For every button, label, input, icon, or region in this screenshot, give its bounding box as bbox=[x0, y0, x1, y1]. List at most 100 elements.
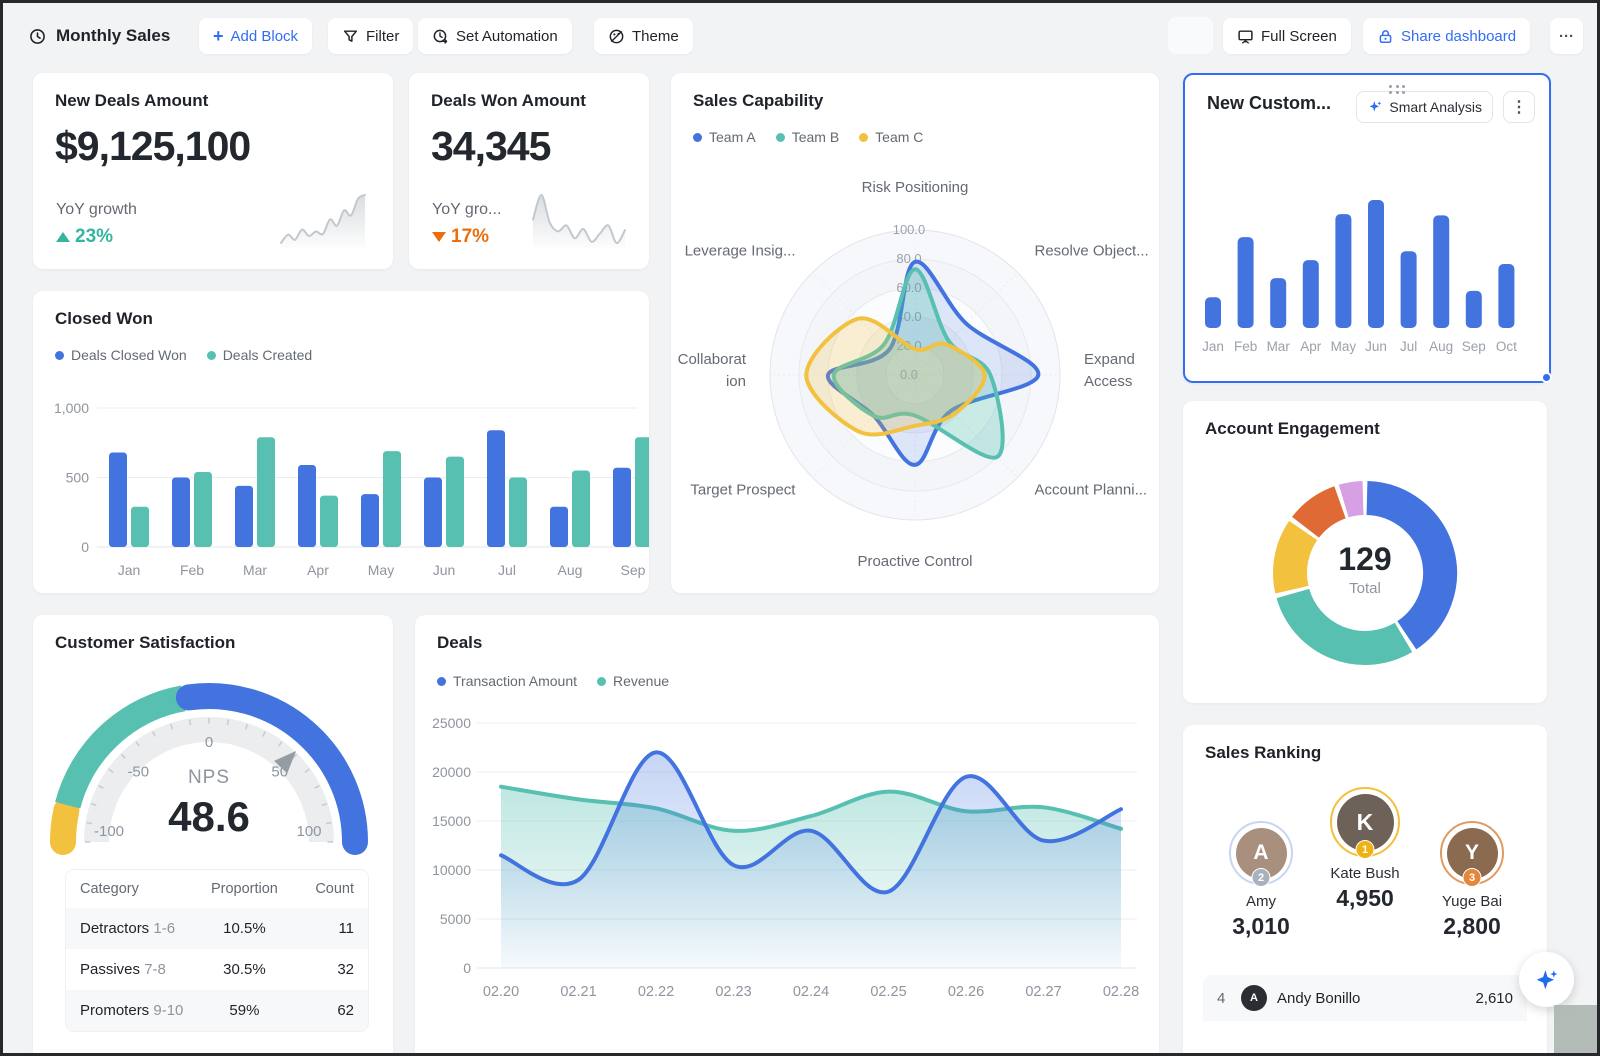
donut-slice-2[interactable] bbox=[1273, 520, 1318, 594]
legend-item-revenue[interactable]: Revenue bbox=[597, 673, 669, 689]
donut-total-value: 129 bbox=[1338, 541, 1392, 577]
card-title: Customer Satisfaction bbox=[55, 633, 236, 652]
bar-created-feb[interactable] bbox=[194, 471, 212, 547]
podium-person-yuge-bai[interactable]: Y 3 Yuge Bai 2,800 bbox=[1420, 821, 1524, 940]
bar-apr[interactable] bbox=[1302, 260, 1319, 328]
bar-created-sep[interactable] bbox=[635, 437, 649, 547]
radar-axis-line: Access bbox=[1084, 373, 1132, 390]
bar-created-may[interactable] bbox=[383, 451, 401, 547]
bar-closed-won-aug[interactable] bbox=[550, 506, 568, 547]
bar-created-jul[interactable] bbox=[509, 477, 527, 548]
legend-dot bbox=[437, 676, 446, 686]
radar-series-team-a[interactable] bbox=[826, 259, 1041, 467]
radar-axis-line: Proactive Control bbox=[857, 553, 972, 570]
smart-analysis-button[interactable]: Smart Analysis bbox=[1356, 91, 1493, 123]
axis-label: 100.0 bbox=[893, 222, 926, 237]
avatar: Y bbox=[1446, 827, 1498, 879]
gauge-tick bbox=[278, 741, 283, 747]
bar-aug[interactable] bbox=[1433, 215, 1450, 328]
bar-closed-won-may[interactable] bbox=[361, 494, 379, 547]
grouped-bar-chart: 1,000 500 0 Jan Feb Mar Apr May Jun Jul Aug Sep bbox=[54, 400, 649, 578]
bar-jan[interactable] bbox=[1205, 297, 1221, 328]
donut-slice-3[interactable] bbox=[1292, 486, 1347, 539]
bar-created-mar[interactable] bbox=[257, 437, 275, 547]
bar-closed-won-feb[interactable] bbox=[172, 477, 190, 548]
bar-created-apr[interactable] bbox=[320, 495, 338, 547]
bar-closed-won-jul[interactable] bbox=[487, 430, 505, 547]
axis-label: 02.28 bbox=[1103, 984, 1139, 1000]
bar-created-jan[interactable] bbox=[131, 506, 149, 547]
kpi-delta-value: 17% bbox=[451, 226, 490, 247]
share-dashboard-button[interactable]: Share dashboard bbox=[1363, 18, 1531, 54]
bar-jul[interactable] bbox=[1400, 251, 1417, 328]
donut-slice-0[interactable] bbox=[1365, 481, 1458, 650]
bar-jun[interactable] bbox=[1368, 200, 1384, 328]
bar-may[interactable] bbox=[1335, 214, 1352, 328]
legend-label: Transaction Amount bbox=[453, 673, 577, 689]
bar-closed-won-jun[interactable] bbox=[424, 477, 442, 548]
podium-person-amy[interactable]: A 2 Amy 3,010 bbox=[1209, 821, 1313, 940]
gauge-tick bbox=[304, 768, 310, 773]
card-sales-ranking: Sales Ranking A 2 Amy 3,010 K 1 Kate Bush 4,950… bbox=[1183, 725, 1547, 1053]
gauge-tick bbox=[108, 768, 114, 773]
axis-label: 02.20 bbox=[483, 984, 519, 1000]
bar-mar[interactable] bbox=[1270, 278, 1287, 328]
axis-label: 1,000 bbox=[54, 400, 89, 416]
bar-closed-won-apr[interactable] bbox=[298, 464, 316, 547]
bar-oct[interactable] bbox=[1498, 264, 1515, 328]
axis-label: 02.27 bbox=[1025, 984, 1061, 1000]
bar-closed-won-sep[interactable] bbox=[613, 467, 631, 547]
podium-person-kate-bush[interactable]: K 1 Kate Bush 4,950 bbox=[1313, 787, 1417, 912]
legend-item-team-c[interactable]: Team C bbox=[859, 129, 923, 145]
donut-slice-4[interactable] bbox=[1338, 481, 1365, 518]
radar-spoke bbox=[812, 272, 916, 376]
toolbar-extra-button[interactable] bbox=[1168, 17, 1213, 54]
card-closed-won: Closed Won Deals Closed Won Deals Created… bbox=[33, 291, 649, 593]
card-title: Deals Won Amount bbox=[431, 91, 586, 110]
axis-label: Aug bbox=[558, 562, 583, 578]
filter-button[interactable]: Filter bbox=[328, 18, 414, 54]
line-series-transaction-amount[interactable] bbox=[499, 750, 1123, 895]
card-account-engagement: Account Engagement 129 Total bbox=[1183, 401, 1547, 703]
bar-created-jun[interactable] bbox=[446, 456, 464, 547]
ranking-row-andy-bonillo[interactable]: 4 A Andy Bonillo 2,610 bbox=[1203, 975, 1527, 1021]
radar-axis-label: Risk Positioning bbox=[862, 179, 969, 196]
bar-closed-won-mar[interactable] bbox=[235, 485, 253, 547]
donut-slice-1[interactable] bbox=[1276, 588, 1413, 665]
full-screen-button[interactable]: Full Screen bbox=[1223, 18, 1351, 54]
axis-label: 500 bbox=[66, 470, 90, 486]
ai-assistant-fab[interactable] bbox=[1519, 952, 1574, 1007]
more-menu-button[interactable]: ··· bbox=[1550, 18, 1583, 54]
card-new-customers[interactable]: New Custom... Smart Analysis ⋮ Jan Feb Mar… bbox=[1183, 73, 1551, 383]
legend-item-deals-created[interactable]: Deals Created bbox=[206, 347, 312, 363]
gauge-tick bbox=[325, 821, 332, 825]
line-series-revenue[interactable] bbox=[499, 784, 1123, 833]
theme-palette-icon bbox=[609, 29, 624, 43]
add-block-button[interactable]: + Add Block bbox=[199, 18, 313, 54]
axis-label: 15000 bbox=[432, 813, 471, 829]
bar-created-aug[interactable] bbox=[572, 470, 590, 547]
radar-center-dot bbox=[913, 373, 917, 377]
legend-item-transaction-amount[interactable]: Transaction Amount bbox=[437, 673, 577, 689]
resize-handle[interactable] bbox=[1541, 372, 1552, 383]
legend-dot bbox=[206, 350, 216, 360]
theme-button[interactable]: Theme bbox=[594, 18, 693, 54]
axis-label: Apr bbox=[307, 562, 329, 578]
radar-axis-label: Proactive Control bbox=[857, 553, 972, 570]
set-automation-button[interactable]: Set Automation bbox=[418, 18, 572, 54]
bar-feb[interactable] bbox=[1237, 237, 1254, 328]
radar-series-team-c[interactable] bbox=[804, 316, 987, 437]
axis-label: 02.21 bbox=[560, 984, 596, 1000]
gauge-arc bbox=[84, 717, 334, 843]
drag-handle[interactable] bbox=[1389, 85, 1407, 95]
gauge-arc bbox=[55, 685, 186, 809]
card-menu-button[interactable]: ⋮ bbox=[1503, 91, 1535, 123]
bar-sep[interactable] bbox=[1465, 290, 1482, 328]
bar-closed-won-jan[interactable] bbox=[109, 452, 127, 547]
legend-item-deals-closed-won[interactable]: Deals Closed Won bbox=[55, 347, 187, 363]
axis-label: Apr bbox=[1300, 339, 1322, 354]
legend-item-team-b[interactable]: Team B bbox=[775, 129, 839, 145]
legend-item-team-a[interactable]: Team A bbox=[693, 129, 756, 145]
